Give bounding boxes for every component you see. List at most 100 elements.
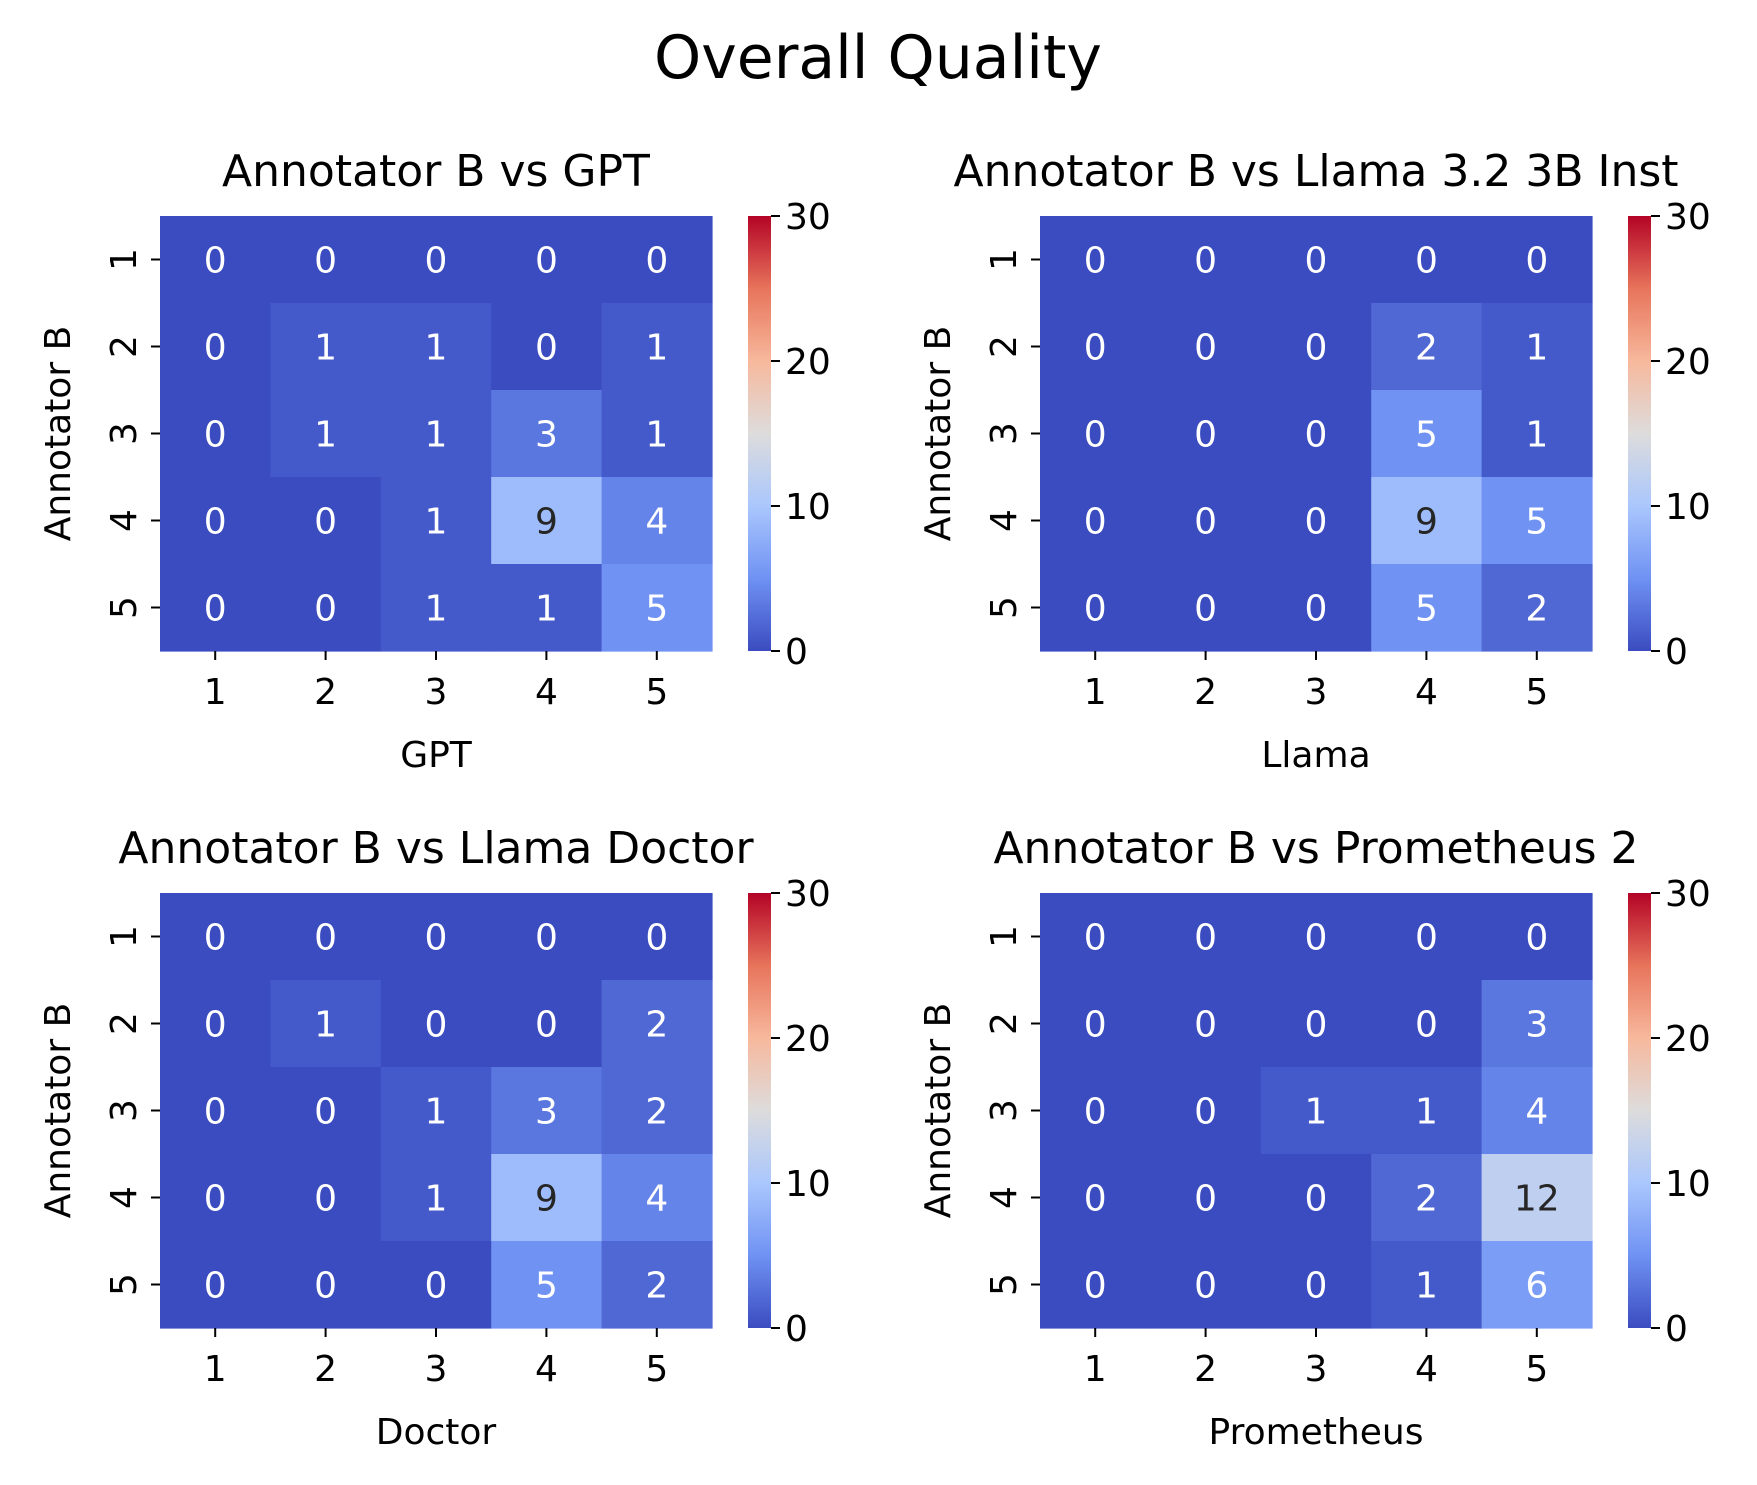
- cell-value-label: 0: [1305, 241, 1328, 282]
- y-tick-label: 3: [984, 422, 1025, 445]
- cell-value-label: 5: [535, 1266, 558, 1307]
- cell-value-label: 1: [1415, 1266, 1438, 1307]
- cell-value-label: 1: [425, 502, 448, 543]
- heatmap-cell: [1260, 303, 1372, 391]
- heatmap-cell: [1260, 564, 1372, 652]
- heatmap-cell: [1150, 216, 1262, 304]
- heatmap-cell: [160, 1067, 271, 1155]
- cell-value-label: 2: [645, 1005, 668, 1046]
- heatmap-cell: [601, 216, 713, 304]
- cell-value-label: 9: [535, 502, 558, 543]
- colorbar-tick-label: 10: [785, 487, 831, 528]
- colorbar-tick-label: 10: [1665, 1164, 1711, 1205]
- heatmap-cell: [1481, 1067, 1593, 1155]
- cell-value-label: 0: [535, 241, 558, 282]
- cell-value-label: 5: [1525, 502, 1548, 543]
- y-tick-label: 2: [104, 1012, 145, 1035]
- cell-value-label: 0: [204, 589, 227, 630]
- cell-value-label: 1: [425, 328, 448, 369]
- cell-value-label: 0: [425, 918, 448, 959]
- colorbar-tick-label: 0: [785, 632, 808, 673]
- cell-value-label: 6: [1525, 1266, 1548, 1307]
- y-axis-label: Annotator B: [38, 1003, 79, 1219]
- cell-value-label: 0: [1415, 918, 1438, 959]
- x-axis-label: GPT: [400, 735, 473, 776]
- cell-value-label: 1: [425, 415, 448, 456]
- cell-value-label: 1: [425, 1179, 448, 1220]
- x-tick-label: 1: [1084, 1349, 1107, 1390]
- panel-title: Annotator B vs Llama 3.2 3B Inst: [953, 146, 1678, 197]
- heatmap-cell: [160, 980, 271, 1068]
- heatmap-cell: [1481, 564, 1593, 652]
- heatmap-cell: [1150, 1154, 1262, 1242]
- cell-value-label: 0: [1084, 589, 1107, 630]
- heatmap-cell: [491, 893, 603, 981]
- heatmap-cell: [380, 564, 492, 652]
- y-tick-label: 5: [984, 596, 1025, 619]
- cell-value-label: 0: [1084, 1266, 1107, 1307]
- cell-value-label: 0: [1194, 1179, 1217, 1220]
- heatmap-cell: [1481, 1154, 1593, 1242]
- colorbar-tick-label: 30: [1665, 197, 1711, 238]
- cell-value-label: 1: [1415, 1092, 1438, 1133]
- heatmap-cell: [380, 1241, 492, 1329]
- cell-value-label: 0: [1305, 502, 1328, 543]
- heatmap-cell: [1371, 1154, 1483, 1242]
- cell-value-label: 2: [1415, 1179, 1438, 1220]
- cell-value-label: 1: [645, 415, 668, 456]
- cell-value-label: 0: [1084, 502, 1107, 543]
- cell-value-label: 12: [1514, 1179, 1560, 1220]
- heatmap-cell: [160, 564, 271, 652]
- cell-value-label: 0: [1525, 918, 1548, 959]
- cell-value-label: 2: [645, 1092, 668, 1133]
- heatmap-cell: [270, 1067, 382, 1155]
- colorbar-tick-label: 30: [1665, 874, 1711, 915]
- x-tick-label: 2: [1194, 672, 1217, 713]
- heatmap-cell: [1260, 477, 1372, 565]
- heatmap-cell: [160, 303, 271, 391]
- cell-value-label: 0: [314, 589, 337, 630]
- heatmap-cell: [160, 1241, 271, 1329]
- cell-value-label: 0: [204, 1092, 227, 1133]
- heatmap-cell: [491, 1067, 603, 1155]
- heatmap-cell: [1371, 390, 1483, 478]
- heatmap-cell: [1040, 216, 1151, 304]
- cell-value-label: 5: [645, 589, 668, 630]
- cell-value-label: 0: [314, 241, 337, 282]
- heatmap-cell: [1481, 216, 1593, 304]
- cell-value-label: 0: [314, 918, 337, 959]
- heatmap-cell: [380, 216, 492, 304]
- heatmap-cell: [380, 477, 492, 565]
- cell-value-label: 4: [645, 502, 668, 543]
- colorbar-tick-label: 10: [785, 1164, 831, 1205]
- cell-value-label: 4: [645, 1179, 668, 1220]
- cell-value-label: 9: [1415, 502, 1438, 543]
- heatmap-cell: [1371, 980, 1483, 1068]
- heatmap-cell: [160, 1154, 271, 1242]
- y-tick-label: 3: [104, 422, 145, 445]
- cell-value-label: 0: [1305, 328, 1328, 369]
- cell-value-label: 2: [645, 1266, 668, 1307]
- heatmap-cell: [1260, 216, 1372, 304]
- x-tick-label: 2: [314, 1349, 337, 1390]
- cell-value-label: 0: [1084, 241, 1107, 282]
- x-tick-label: 4: [1415, 672, 1438, 713]
- colorbar-tick-label: 30: [785, 874, 831, 915]
- cell-value-label: 0: [535, 328, 558, 369]
- cell-value-label: 0: [425, 241, 448, 282]
- heatmap-cell: [380, 303, 492, 391]
- heatmap-cell: [1150, 390, 1262, 478]
- x-axis-label: Prometheus: [1209, 1412, 1424, 1453]
- heatmap-cell: [1260, 1241, 1372, 1329]
- heatmap-cell: [270, 564, 382, 652]
- heatmap-cell: [270, 1241, 382, 1329]
- heatmap-cell: [1260, 893, 1372, 981]
- heatmap-cell: [491, 390, 603, 478]
- heatmap-cell: [160, 390, 271, 478]
- cell-value-label: 0: [1084, 1179, 1107, 1220]
- heatmap-cell: [601, 1241, 713, 1329]
- heatmap-cell: [601, 564, 713, 652]
- heatmap-cell: [601, 980, 713, 1068]
